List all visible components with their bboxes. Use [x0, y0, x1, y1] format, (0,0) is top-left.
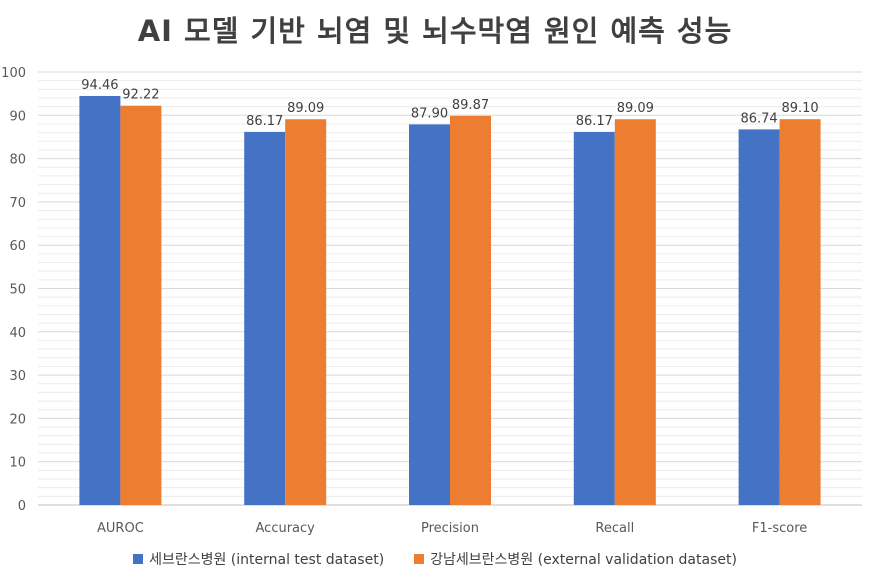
y-tick-label: 100	[1, 66, 26, 81]
bar-external	[779, 119, 821, 506]
x-tick-label: Accuracy	[256, 521, 316, 536]
x-tick-label: F1-score	[752, 521, 807, 536]
legend-item-external: 강남세브란스병원 (external validation dataset)	[414, 549, 737, 569]
legend-label-internal: 세브란스병원 (internal test dataset)	[149, 552, 385, 568]
bar-external	[120, 105, 162, 505]
y-tick-label: 90	[9, 109, 26, 124]
data-label: 92.22	[122, 88, 159, 103]
bar-internal	[738, 129, 780, 505]
y-tick-label: 20	[9, 412, 26, 427]
data-label: 89.10	[781, 101, 818, 116]
legend-swatch-external	[414, 554, 425, 564]
bar-internal	[244, 131, 286, 505]
y-tick-label: 60	[9, 239, 26, 254]
bar-internal	[79, 95, 121, 506]
y-tick-label: 50	[9, 283, 26, 298]
x-tick-label: Precision	[421, 521, 479, 536]
data-label: 87.90	[411, 106, 448, 121]
data-label: 86.17	[246, 114, 283, 129]
y-tick-label: 70	[9, 196, 26, 211]
chart-title: AI 모델 기반 뇌염 및 뇌수막염 원인 예측 성능	[137, 14, 733, 48]
bar-external	[450, 115, 491, 505]
data-label: 86.74	[740, 111, 777, 126]
bar-external	[285, 119, 327, 506]
data-label: 89.09	[287, 101, 324, 116]
y-tick-label: 40	[9, 326, 26, 341]
data-label: 94.46	[81, 78, 118, 93]
data-label: 89.87	[452, 98, 489, 113]
y-tick-label: 10	[9, 456, 26, 471]
y-tick-label: 80	[9, 153, 26, 168]
legend-label-external: 강남세브란스병원 (external validation dataset)	[430, 552, 737, 568]
data-label: 86.17	[576, 114, 613, 129]
y-tick-label: 0	[18, 499, 26, 514]
legend-item-internal: 세브란스병원 (internal test dataset)	[133, 549, 384, 569]
legend: 세브란스병원 (internal test dataset) 강남세브란스병원 …	[0, 549, 870, 569]
x-tick-label: AUROC	[97, 521, 144, 536]
bar-internal	[409, 124, 450, 505]
legend-swatch-internal	[133, 554, 144, 564]
data-label: 89.09	[617, 101, 654, 116]
y-tick-label: 30	[9, 369, 26, 384]
bar-external	[614, 119, 656, 506]
x-tick-label: Recall	[595, 521, 634, 536]
bar-internal	[573, 131, 615, 505]
